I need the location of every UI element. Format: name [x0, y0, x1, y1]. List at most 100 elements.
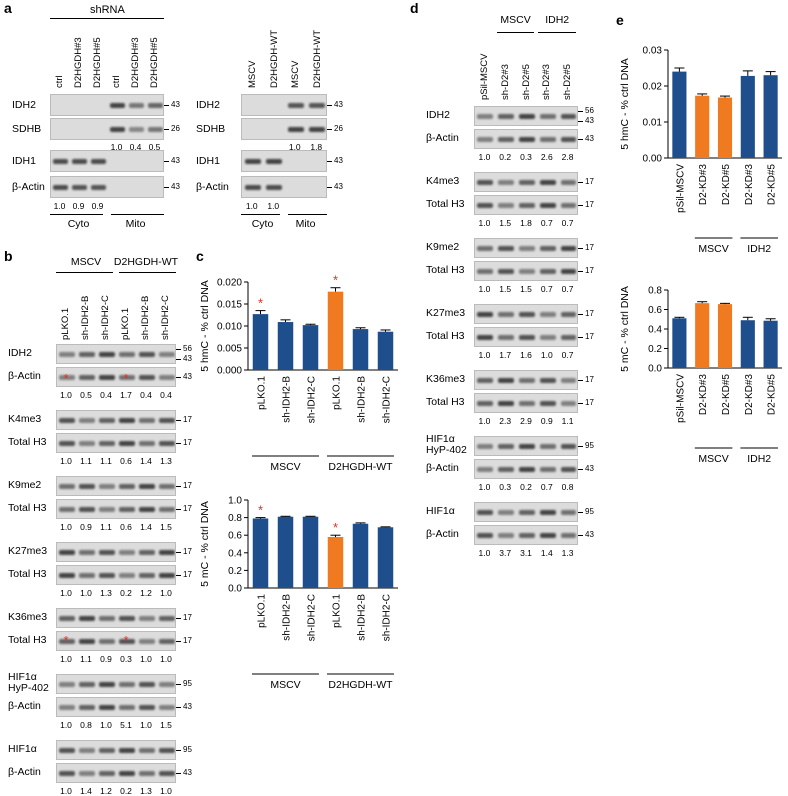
b-blot-band	[79, 375, 95, 380]
quant-value: 1.4	[140, 456, 152, 466]
chart-c-bottom: 0.0 0.2 0.4 0.6 0.8 1.0 5 mC - % ctrl DNA * pLKO…	[199, 496, 398, 691]
d-blot-band	[560, 312, 577, 317]
quant-value: 1.5	[520, 284, 532, 294]
b-blot-band	[99, 616, 115, 621]
b-blot-band	[59, 375, 75, 380]
d-blot-band	[539, 180, 556, 185]
lane-label: sh-D2#3	[499, 64, 511, 100]
b-tick	[176, 509, 181, 510]
d-mw-label: 17	[585, 398, 594, 407]
d-blot	[474, 238, 578, 258]
lane-label: D2HGDH-WT	[268, 29, 280, 88]
row-label: K27me3	[8, 545, 48, 557]
quant-value: 0.7	[561, 218, 574, 228]
d-blot-band	[477, 533, 494, 538]
quant-value: 1.3	[140, 786, 152, 796]
b-blot-band	[159, 639, 175, 644]
d-blot-band	[560, 378, 577, 383]
group-line	[119, 272, 176, 273]
x-tick-label: pSil-MSCV	[675, 164, 686, 213]
y-tick-label: 0.02	[643, 82, 663, 93]
d-blot-band	[539, 246, 556, 251]
significance-star: *	[63, 633, 69, 648]
d-tick	[578, 403, 583, 404]
quant-value: 1.3	[561, 548, 574, 558]
a-left-mw-label: 26	[171, 124, 180, 133]
d-tick	[578, 535, 583, 536]
b-blot-band	[99, 550, 115, 555]
d-blot-band	[560, 467, 577, 472]
d-blot-band	[519, 401, 535, 406]
b-blot-band	[99, 705, 115, 710]
b-blot-band	[139, 705, 155, 710]
b-blot-band	[119, 507, 135, 512]
quant-value: 1.0	[60, 654, 72, 664]
d-blot-band	[498, 203, 515, 208]
b-blot-band	[139, 573, 155, 578]
row-label: K9me2	[8, 479, 42, 491]
b-tick	[176, 420, 181, 421]
b-mw-label: 43	[183, 702, 192, 711]
blot-a-left-band	[110, 127, 125, 132]
b-blot-band	[59, 705, 75, 710]
b-blot	[56, 499, 176, 519]
d-blot-band	[560, 180, 577, 185]
quant-value: 0.4	[129, 142, 142, 152]
y-axis-label: 5 hmC - % ctrl DNA	[199, 280, 211, 372]
bar	[763, 75, 778, 158]
d-blot	[474, 525, 578, 545]
b-blot-band	[119, 550, 135, 555]
d-blot-band	[498, 378, 515, 383]
group-line	[496, 32, 535, 33]
significance-star: *	[258, 296, 263, 311]
quant-value: 1.0	[478, 482, 491, 492]
d-blot-band	[519, 246, 535, 251]
quant-value: 0.7	[561, 284, 574, 294]
b-blot-band	[159, 771, 175, 776]
quant-value: 2.6	[540, 152, 553, 162]
quant-value: 1.7	[499, 350, 512, 360]
x-tick-label: D2-KD#5	[721, 164, 732, 206]
quant-value: 1.4	[540, 548, 553, 558]
b-blot-band	[139, 771, 155, 776]
a-right-tick	[327, 161, 332, 162]
a-right-mw-label: 26	[334, 124, 343, 133]
b-blot	[56, 740, 176, 760]
b-blot-band	[59, 573, 75, 578]
group-label: D2HGDH-WT	[328, 679, 393, 691]
bar	[717, 97, 733, 158]
row-label: HIF1α	[426, 505, 455, 517]
d-blot-band	[560, 137, 577, 142]
d-blot-band	[498, 335, 515, 340]
d-blot	[474, 261, 578, 281]
quant-value: 1.1	[561, 416, 574, 426]
d-blot-band	[519, 533, 535, 538]
b-blot-band	[59, 639, 75, 644]
row-label: Total H3	[426, 264, 465, 276]
quant-value: 1.0	[478, 284, 491, 294]
d-blot	[474, 129, 578, 149]
bar	[352, 523, 369, 588]
a-right-mw-label: 43	[334, 156, 343, 165]
group-label: IDH2	[747, 243, 771, 255]
blot-a-left-band	[148, 103, 163, 108]
d-blot-band	[477, 401, 494, 406]
quant-value: 1.5	[499, 218, 512, 228]
blot-a-right-band	[244, 159, 261, 164]
blot-a-left-band	[129, 103, 144, 108]
quant-value: 1.5	[160, 522, 172, 532]
b-blot-band	[119, 375, 135, 380]
d-mw-label: 56	[585, 106, 594, 115]
group-label: MSCV	[270, 461, 300, 473]
y-tick-label: 0.8	[648, 286, 662, 297]
quant-value: 1.0	[53, 201, 66, 211]
quant-value: 1.1	[80, 456, 92, 466]
shrna-line	[50, 18, 164, 19]
quant-value: 1.0	[60, 390, 72, 400]
d-blot-band	[539, 444, 556, 449]
b-blot	[56, 674, 176, 694]
row-label: K27me3	[426, 307, 466, 319]
quant-value: 0.3	[120, 654, 132, 664]
b-blot-band	[139, 484, 155, 489]
d-mw-label: 95	[585, 507, 594, 516]
